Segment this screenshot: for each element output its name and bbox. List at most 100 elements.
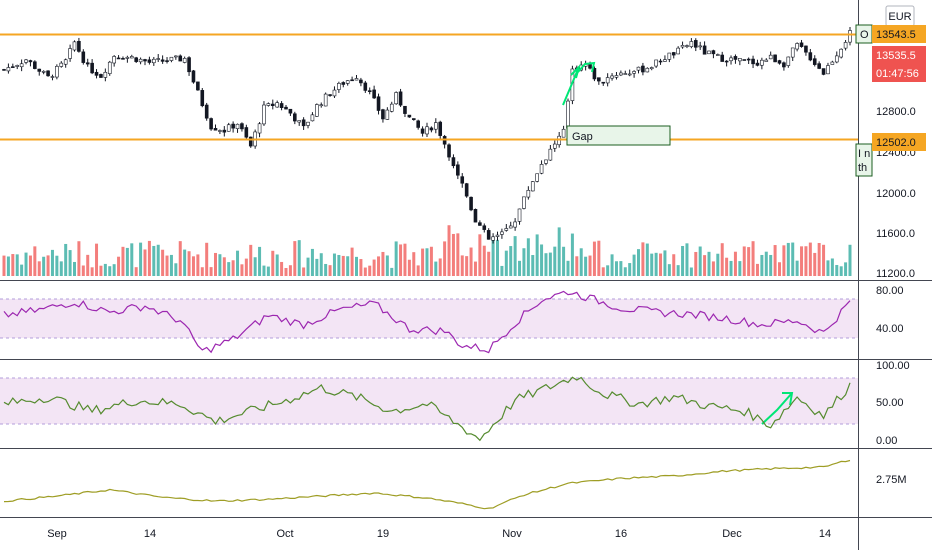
candle-body[interactable] [341, 82, 346, 85]
candle-body[interactable] [746, 58, 751, 61]
candlestick-series[interactable] [2, 27, 852, 244]
candle-body[interactable] [46, 70, 50, 77]
candle-body[interactable] [354, 78, 359, 81]
candle-body[interactable] [63, 59, 68, 65]
candle-body[interactable] [367, 90, 372, 92]
candle-body[interactable] [486, 230, 491, 240]
candle-body[interactable] [337, 83, 341, 90]
candle-body[interactable] [240, 123, 244, 130]
candle-body[interactable] [517, 208, 522, 222]
candle-body[interactable] [808, 52, 813, 61]
candle-body[interactable] [389, 103, 394, 112]
candle-body[interactable] [77, 40, 81, 52]
candle-body[interactable] [751, 58, 755, 65]
candle-body[interactable] [786, 56, 791, 66]
candle-body[interactable] [55, 66, 59, 78]
candle-body[interactable] [174, 55, 178, 58]
candle-body[interactable] [226, 124, 231, 132]
candle-body[interactable] [116, 57, 121, 60]
candle-body[interactable] [676, 47, 680, 55]
candle-body[interactable] [411, 118, 416, 120]
candle-body[interactable] [839, 48, 843, 58]
candle-body[interactable] [416, 120, 420, 128]
candle-body[interactable] [716, 54, 720, 56]
candle-body[interactable] [372, 89, 376, 99]
candle-body[interactable] [645, 67, 650, 73]
candle-body[interactable] [244, 127, 249, 138]
trend-arrow-up[interactable] [562, 63, 581, 106]
candle-body[interactable] [742, 59, 747, 61]
candle-body[interactable] [59, 62, 64, 67]
candle-body[interactable] [99, 74, 103, 78]
candle-body[interactable] [33, 61, 37, 69]
candle-body[interactable] [125, 56, 130, 59]
candle-body[interactable] [473, 209, 478, 223]
top-level-price-tag[interactable] [872, 25, 926, 43]
candle-body[interactable] [592, 68, 597, 80]
candle-body[interactable] [332, 89, 337, 97]
candle-body[interactable] [204, 104, 209, 119]
gap-callout-box[interactable] [566, 125, 671, 146]
candle-body[interactable] [755, 62, 760, 66]
candle-body[interactable] [597, 77, 601, 82]
candle-body[interactable] [407, 114, 412, 118]
candle-body[interactable] [376, 96, 381, 111]
gap-fill-path[interactable] [577, 61, 596, 73]
candle-body[interactable] [764, 59, 769, 62]
candle-body[interactable] [671, 52, 676, 56]
candle-body[interactable] [654, 59, 658, 67]
candle-body[interactable] [279, 103, 284, 108]
candle-body[interactable] [504, 228, 509, 231]
oscillator-2-line[interactable] [3, 376, 851, 442]
last-price-tag[interactable] [872, 46, 926, 64]
candle-body[interactable] [460, 176, 465, 184]
candle-body[interactable] [698, 45, 702, 48]
candle-body[interactable] [544, 159, 548, 164]
candle-body[interactable] [275, 102, 279, 108]
candle-body[interactable] [381, 109, 385, 120]
candle-body[interactable] [266, 103, 271, 106]
candle-body[interactable] [610, 75, 614, 79]
candle-body[interactable] [605, 77, 610, 84]
candle-body[interactable] [826, 65, 830, 75]
candle-body[interactable] [160, 59, 165, 62]
side-note-box[interactable] [855, 143, 873, 177]
candle-body[interactable] [693, 40, 698, 48]
candle-body[interactable] [218, 130, 222, 132]
candle-body[interactable] [535, 173, 539, 182]
candle-body[interactable] [500, 231, 504, 235]
candle-body[interactable] [222, 129, 227, 133]
candle-body[interactable] [561, 128, 566, 138]
candle-body[interactable] [200, 90, 205, 107]
candle-body[interactable] [522, 196, 526, 209]
candle-body[interactable] [425, 126, 429, 135]
candle-body[interactable] [548, 148, 553, 161]
candle-body[interactable] [513, 221, 517, 228]
candle-body[interactable] [464, 183, 469, 197]
candle-body[interactable] [632, 71, 636, 74]
candle-body[interactable] [601, 81, 606, 84]
candle-body[interactable] [438, 121, 443, 136]
candle-body[interactable] [495, 234, 500, 237]
candle-body[interactable] [790, 47, 795, 58]
candle-body[interactable] [231, 123, 235, 129]
candle-body[interactable] [288, 108, 293, 114]
candle-body[interactable] [689, 41, 694, 47]
candle-body[interactable] [702, 45, 707, 55]
candle-body[interactable] [456, 164, 460, 176]
candle-body[interactable] [707, 50, 711, 55]
candle-body[interactable] [134, 57, 138, 62]
candle-body[interactable] [623, 73, 628, 75]
candle-body[interactable] [156, 58, 161, 60]
candle-body[interactable] [293, 113, 297, 122]
candle-body[interactable] [434, 122, 438, 130]
candle-body[interactable] [103, 71, 108, 78]
candle-body[interactable] [760, 59, 764, 66]
candle-body[interactable] [451, 157, 456, 167]
candle-body[interactable] [804, 45, 808, 53]
candle-body[interactable] [508, 225, 513, 229]
candle-body[interactable] [284, 106, 288, 110]
candle-body[interactable] [420, 128, 425, 134]
candle-body[interactable] [619, 72, 623, 76]
candle-body[interactable] [469, 196, 473, 211]
